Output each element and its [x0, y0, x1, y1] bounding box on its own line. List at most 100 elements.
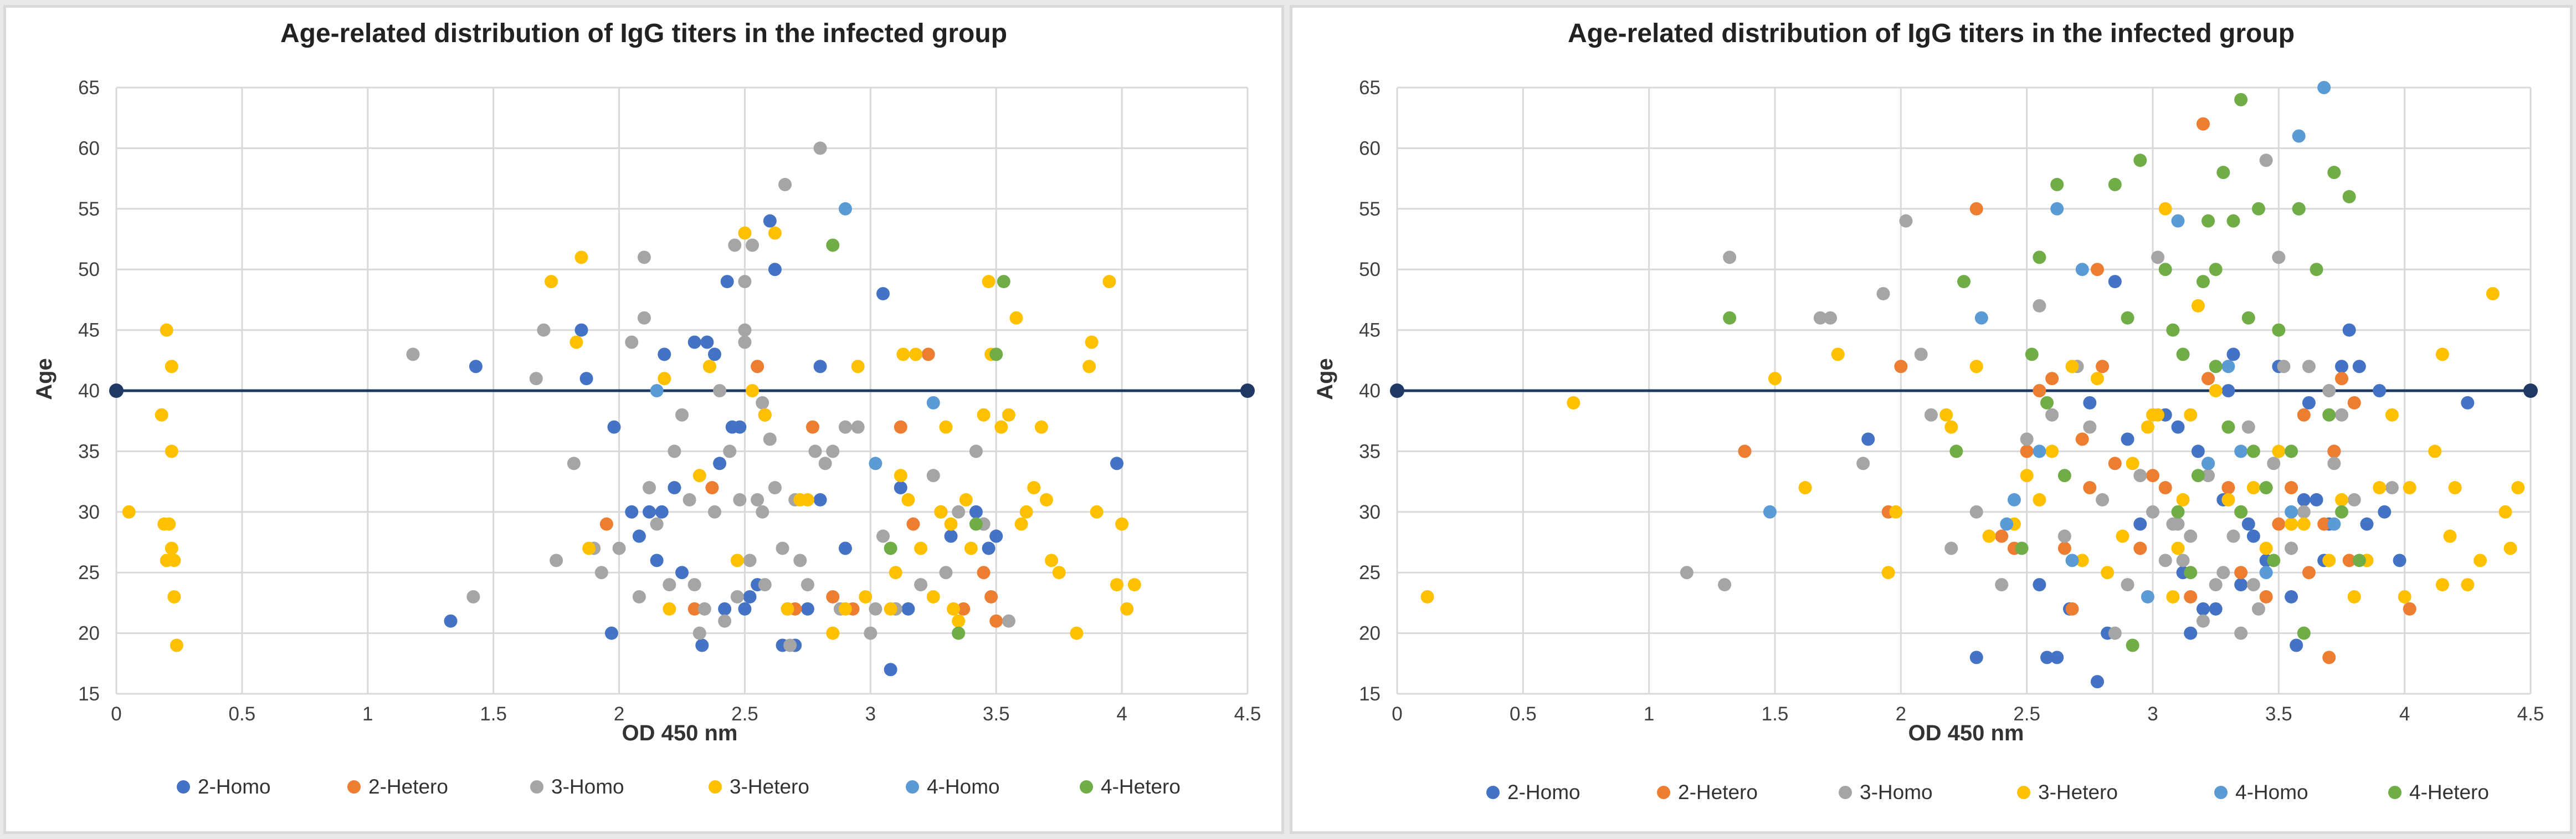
data-point-3-homo — [763, 432, 777, 446]
data-point-3-homo — [751, 493, 764, 507]
data-point-3-hetero — [1110, 578, 1124, 592]
x-tick-label: 3 — [2147, 703, 2158, 725]
data-point-3-homo — [783, 638, 797, 652]
data-point-3-hetero — [1014, 517, 1028, 531]
data-point-4-hetero — [2196, 275, 2210, 289]
data-point-3-hetero — [2373, 481, 2387, 495]
data-point-3-homo — [2158, 554, 2172, 567]
data-point-3-homo — [756, 505, 769, 519]
data-point-3-hetero — [1889, 505, 1903, 519]
data-point-2-homo — [2226, 347, 2240, 361]
data-point-3-homo — [637, 250, 651, 264]
data-point-3-homo — [2277, 360, 2291, 374]
data-point-4-hetero — [2126, 638, 2139, 652]
data-point-2-homo — [675, 566, 689, 580]
data-point-2-homo — [650, 554, 664, 567]
data-point-2-homo — [720, 275, 734, 289]
y-tick-label: 65 — [1359, 77, 1381, 99]
data-point-2-hetero — [751, 360, 764, 374]
data-point-2-homo — [718, 602, 732, 616]
data-point-3-hetero — [574, 250, 588, 264]
data-point-2-hetero — [2158, 481, 2172, 495]
data-point-3-homo — [851, 420, 865, 434]
data-point-3-homo — [2335, 408, 2348, 422]
data-point-2-hetero — [2285, 481, 2298, 495]
data-point-3-hetero — [1881, 566, 1895, 580]
data-point-2-homo — [2133, 517, 2147, 531]
data-point-4-homo — [2202, 457, 2215, 470]
data-point-4-homo — [2234, 444, 2248, 458]
data-point-3-hetero — [160, 323, 173, 337]
data-point-4-homo — [869, 457, 882, 470]
data-point-3-hetero — [2116, 529, 2129, 543]
data-point-3-homo — [668, 444, 681, 458]
data-point-3-hetero — [2141, 420, 2154, 434]
data-point-4-hetero — [2342, 190, 2356, 203]
data-point-3-homo — [675, 408, 689, 422]
data-point-2-hetero — [2184, 590, 2198, 603]
data-point-3-hetero — [994, 420, 1008, 434]
data-point-3-hetero — [901, 493, 915, 507]
data-point-4-hetero — [2033, 250, 2046, 264]
data-point-3-homo — [1944, 541, 1958, 555]
data-point-4-hetero — [2171, 505, 2185, 519]
data-point-3-hetero — [2259, 541, 2273, 555]
data-point-2-homo — [2360, 517, 2374, 531]
x-tick-label: 2.5 — [2013, 703, 2040, 725]
legend-marker — [1080, 780, 1093, 794]
data-point-3-homo — [2020, 432, 2034, 446]
x-tick-label: 2 — [1896, 703, 1906, 725]
x-tick-label: 3 — [865, 703, 876, 725]
data-point-2-hetero — [2196, 117, 2210, 131]
y-tick-label: 15 — [78, 683, 100, 705]
data-point-2-homo — [2393, 554, 2406, 567]
data-point-2-homo — [738, 602, 752, 616]
data-point-3-hetero — [1082, 360, 1096, 374]
data-point-3-homo — [914, 578, 928, 592]
x-tick-label: 4.5 — [2517, 703, 2544, 725]
data-point-4-hetero — [2310, 263, 2323, 277]
data-point-4-homo — [2171, 214, 2185, 228]
data-point-3-homo — [738, 335, 752, 349]
data-point-3-hetero — [2297, 517, 2311, 531]
data-point-2-homo — [658, 347, 671, 361]
data-point-2-hetero — [2133, 541, 2147, 555]
data-point-4-hetero — [2327, 166, 2341, 180]
data-point-3-homo — [869, 602, 882, 616]
data-point-2-hetero — [2146, 469, 2159, 483]
data-point-3-homo — [1899, 214, 1913, 228]
x-axis-label: OD 450 nm — [622, 721, 738, 745]
data-point-3-homo — [1876, 287, 1890, 300]
data-point-3-hetero — [909, 347, 923, 361]
data-point-3-homo — [594, 566, 608, 580]
data-point-3-hetero — [2126, 457, 2139, 470]
data-point-4-hetero — [2191, 469, 2205, 483]
data-point-3-homo — [2121, 578, 2134, 592]
data-point-2-homo — [989, 529, 1003, 543]
y-tick-label: 25 — [78, 562, 100, 584]
data-point-3-homo — [728, 238, 742, 252]
data-point-3-homo — [2151, 250, 2165, 264]
data-point-3-homo — [687, 578, 701, 592]
x-tick-label: 1.5 — [480, 703, 507, 725]
data-point-2-homo — [2378, 505, 2392, 519]
data-point-2-homo — [733, 420, 747, 434]
data-point-3-homo — [1969, 505, 1983, 519]
data-point-2-hetero — [2065, 602, 2079, 616]
data-point-3-homo — [2251, 602, 2265, 616]
data-point-3-homo — [2083, 420, 2097, 434]
y-tick-label: 20 — [1359, 623, 1381, 644]
legend-label: 2-Hetero — [368, 775, 448, 798]
data-point-4-hetero — [997, 275, 1010, 289]
data-point-2-homo — [982, 541, 995, 555]
data-point-2-homo — [901, 602, 915, 616]
data-point-3-homo — [697, 602, 711, 616]
data-point-3-hetero — [1982, 529, 1996, 543]
data-point-3-hetero — [2065, 360, 2079, 374]
data-point-3-homo — [2209, 578, 2223, 592]
data-point-2-homo — [607, 420, 621, 434]
data-point-3-homo — [713, 384, 727, 397]
data-point-3-hetero — [800, 493, 814, 507]
data-point-2-homo — [444, 614, 458, 628]
data-point-2-homo — [2171, 420, 2185, 434]
